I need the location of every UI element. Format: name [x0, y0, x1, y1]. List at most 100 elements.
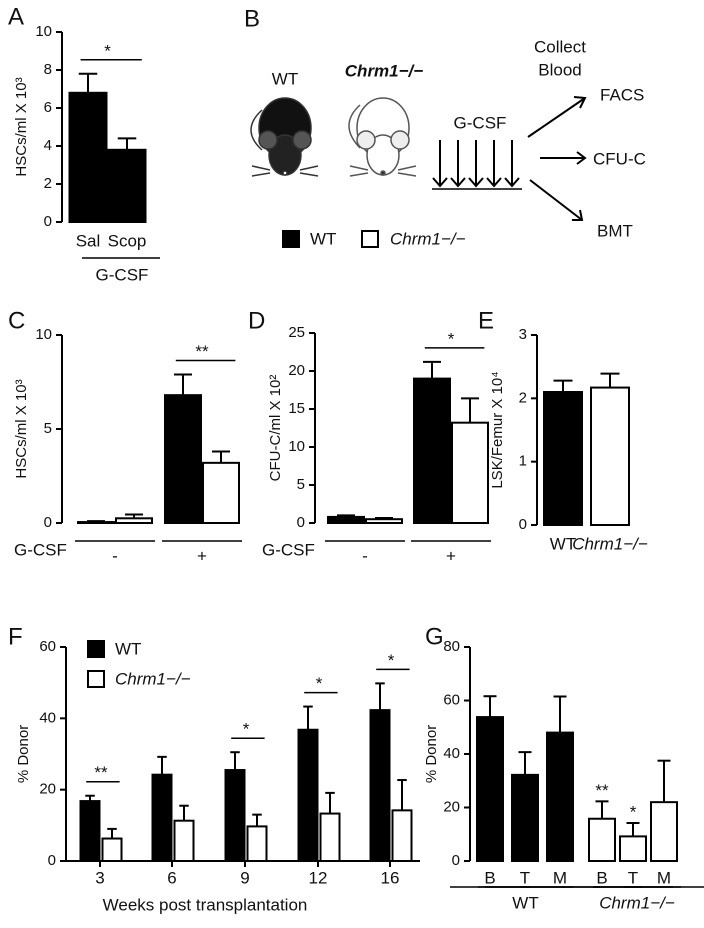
x-tick-label: M	[553, 868, 567, 887]
y-tick-label: 6	[44, 99, 52, 116]
x-axis-label: G-CSF	[96, 265, 149, 284]
y-tick-label: 4	[44, 137, 52, 154]
bar	[164, 394, 202, 524]
group-label: WT	[512, 893, 538, 912]
legend-label: WT	[115, 639, 141, 658]
bar	[173, 819, 195, 862]
legend-swatch	[282, 230, 300, 248]
legend-label: WT	[310, 229, 336, 248]
bar	[543, 391, 583, 526]
y-tick-label: 2	[44, 175, 52, 192]
legend-swatch	[87, 640, 105, 658]
panel-letter: C	[8, 307, 25, 334]
y-tick-label: 0	[48, 852, 56, 869]
bar	[246, 825, 268, 862]
y-tick-label: 20	[288, 362, 305, 379]
bar	[202, 461, 240, 524]
y-tick-label: 2	[519, 389, 527, 406]
bar	[101, 837, 123, 863]
x-tick-label: Scop	[108, 231, 147, 250]
output-label: FACS	[600, 85, 644, 104]
bar	[650, 801, 678, 863]
y-tick-label: 40	[443, 745, 460, 762]
output-label: BMT	[597, 221, 633, 240]
bar	[107, 148, 147, 223]
bar	[391, 809, 413, 862]
y-tick-label: 20	[39, 781, 56, 798]
y-tick-label: 0	[44, 514, 52, 531]
legend-swatch	[361, 230, 379, 248]
x-tick-label: 3	[95, 868, 104, 887]
x-tick-label: M	[657, 868, 671, 887]
x-tick-label: 6	[167, 868, 176, 887]
x-tick-label: T	[628, 868, 638, 887]
mouse-label: Chrm1−/−	[345, 61, 423, 80]
treatment-label: G-CSF	[454, 113, 507, 132]
x-tick-label: T	[520, 868, 530, 887]
x-tick-label: -	[362, 546, 368, 565]
bar	[79, 800, 101, 863]
bar	[77, 521, 115, 524]
x-tick-label: +	[446, 546, 456, 565]
bar	[327, 515, 365, 524]
bar	[590, 386, 630, 527]
y-tick-label: 8	[44, 61, 52, 78]
legend-swatch	[87, 670, 105, 688]
output-label: CFU-C	[593, 149, 646, 168]
significance-label: *	[448, 329, 455, 348]
significance-label: **	[94, 763, 108, 782]
y-axis-label: HSCs/ml X 10³	[13, 77, 30, 176]
significance-label: *	[316, 674, 323, 693]
group-label: Chrm1−/−	[599, 893, 675, 912]
y-tick-label: 80	[443, 638, 460, 655]
y-tick-label: 15	[288, 400, 305, 417]
y-tick-label: 10	[35, 326, 52, 343]
output-arrows	[527, 96, 587, 221]
bar	[619, 835, 647, 863]
y-tick-label: 5	[44, 420, 52, 437]
y-tick-label: 60	[39, 638, 56, 655]
mouse-icon	[250, 97, 319, 177]
significance-label: *	[388, 651, 395, 670]
bar	[369, 709, 391, 862]
diagram-b: B WT Chrm1−/− G-CSF	[244, 5, 646, 248]
significance-label: *	[243, 720, 250, 739]
mouse-icon	[348, 97, 417, 177]
bar	[68, 91, 108, 223]
collect-label: Collect	[534, 37, 586, 56]
significance-label: *	[630, 802, 637, 821]
x-tick-label: Chrm1−/−	[572, 534, 648, 553]
y-tick-label: 5	[297, 476, 305, 493]
y-axis-label: LSK/Femur X 10⁴	[489, 371, 506, 488]
y-tick-label: 10	[35, 23, 52, 40]
y-axis-label: CFU-C/ml X 10²	[267, 375, 284, 482]
y-tick-label: 0	[44, 213, 52, 230]
y-tick-label: 25	[288, 324, 305, 341]
y-tick-label: 0	[452, 852, 460, 869]
y-tick-label: 1	[519, 453, 527, 470]
bar	[115, 517, 153, 524]
y-tick-label: 10	[288, 438, 305, 455]
significance-label: *	[104, 41, 111, 60]
x-tick-label: WT	[550, 534, 576, 553]
panel-letter: F	[8, 623, 23, 650]
bar	[297, 728, 319, 862]
bar	[413, 377, 451, 524]
panel-letter: D	[248, 307, 265, 334]
bar	[546, 731, 574, 862]
y-tick-label: 0	[519, 516, 527, 533]
panel-letter: G	[425, 623, 444, 650]
x-axis-label: G-CSF	[262, 540, 315, 559]
significance-label: **	[195, 342, 209, 361]
y-axis-label: % Donor	[15, 725, 32, 783]
y-tick-label: 0	[297, 514, 305, 531]
x-axis-label: Weeks post transplantation	[103, 895, 308, 914]
significance-label: **	[595, 781, 609, 800]
legend-label: Chrm1−/−	[115, 669, 191, 688]
bar	[365, 518, 403, 525]
x-tick-label: B	[596, 868, 607, 887]
x-tick-label: B	[484, 868, 495, 887]
bar	[511, 773, 539, 862]
legend-label: Chrm1−/−	[390, 229, 466, 248]
